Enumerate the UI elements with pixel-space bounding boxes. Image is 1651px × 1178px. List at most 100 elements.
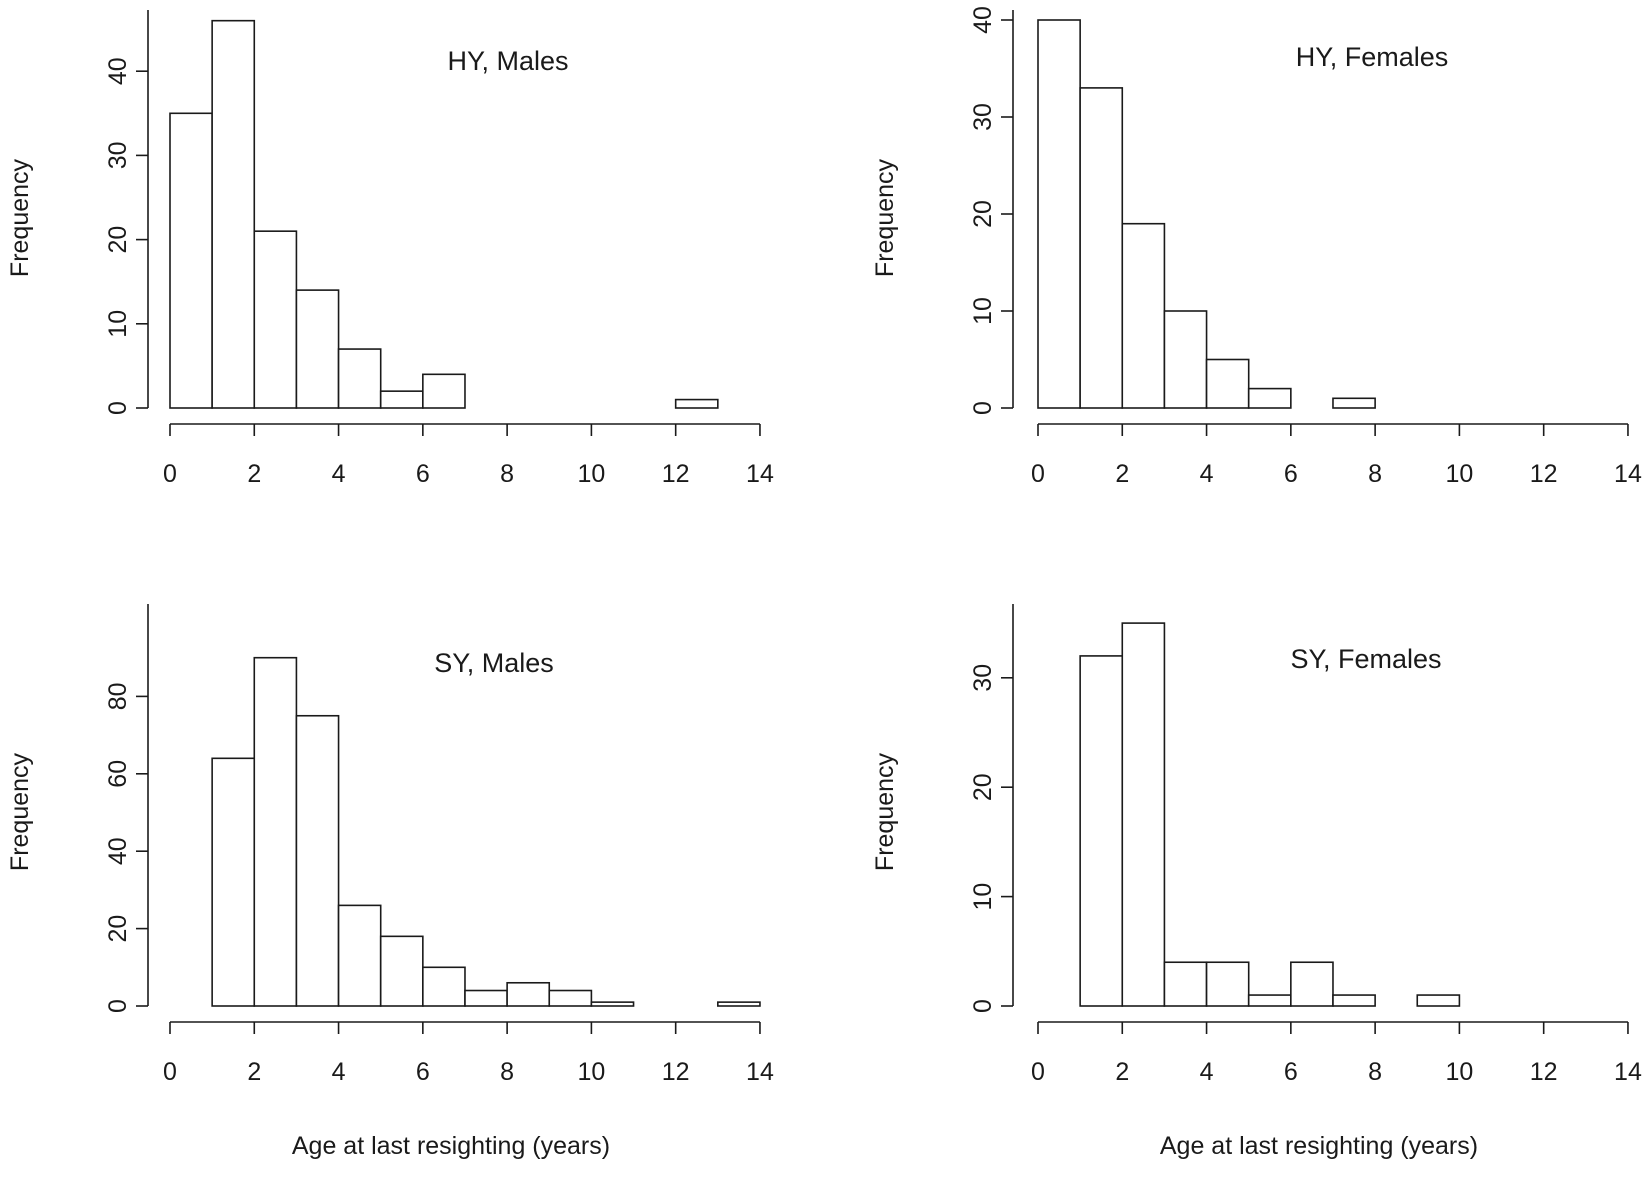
x-tick-label: 14 (1614, 1058, 1642, 1086)
panel-annotation: HY, Females (1296, 42, 1449, 72)
x-tick-label: 10 (1445, 1058, 1473, 1086)
x-tick-label: 10 (577, 460, 605, 488)
x-tick-label: 14 (746, 1058, 774, 1086)
bar (1205, 358, 1250, 409)
x-tick-label: 12 (662, 460, 690, 488)
panel-annotation: HY, Males (447, 46, 568, 76)
y-tick-label: 80 (104, 682, 132, 710)
bar (1163, 961, 1208, 1007)
x-tick-label: 4 (332, 1058, 346, 1086)
y-tick-label: 0 (104, 999, 132, 1013)
x-tick-label: 6 (416, 1058, 430, 1086)
x-tick-label: 4 (1200, 460, 1214, 488)
y-tick-label: 20 (104, 226, 132, 254)
panel-annotation: SY, Males (434, 648, 554, 678)
y-tick-label: 10 (969, 297, 997, 325)
x-tick-label: 2 (1115, 1058, 1129, 1086)
x-tick-label: 6 (416, 460, 430, 488)
bar (717, 1001, 761, 1007)
x-tick-label: 2 (247, 460, 261, 488)
bar (211, 757, 256, 1007)
bar (379, 935, 424, 1007)
x-tick-label: 12 (662, 1058, 690, 1086)
bar (464, 989, 508, 1007)
bar (1205, 961, 1250, 1007)
x-tick-label: 12 (1530, 1058, 1558, 1086)
y-axis-title: Frequency (6, 752, 34, 871)
bar (1247, 994, 1292, 1007)
bar (1416, 994, 1461, 1007)
bar (1121, 622, 1166, 1007)
y-tick-label: 60 (104, 760, 132, 788)
x-tick-label: 8 (500, 1058, 514, 1086)
x-tick-label: 14 (746, 460, 774, 488)
y-tick-label: 10 (969, 883, 997, 911)
bar (1247, 387, 1292, 409)
x-tick-label: 8 (1368, 460, 1382, 488)
y-tick-label: 0 (969, 401, 997, 415)
bar (422, 966, 466, 1007)
bar (1121, 222, 1166, 409)
x-tick-label: 2 (247, 1058, 261, 1086)
bar (253, 656, 298, 1007)
y-tick-label: 20 (969, 200, 997, 228)
y-axis-title: Frequency (6, 158, 34, 277)
bar (1079, 87, 1124, 409)
panel-hy-males: 0 10 20 30 40 0 2 4 6 8 10 12 14 Frequency HY, Males (6, 10, 774, 488)
x-tick-label: 0 (163, 460, 177, 488)
bar (422, 373, 466, 409)
y-tick-label: 40 (104, 57, 132, 85)
x-tick-label: 6 (1284, 1058, 1298, 1086)
bar (337, 904, 382, 1007)
y-tick-label: 40 (104, 837, 132, 865)
x-tick-label: 0 (1031, 460, 1045, 488)
x-tick-label: 6 (1284, 460, 1298, 488)
y-axis-title: Frequency (871, 158, 899, 277)
bar (1332, 397, 1376, 409)
bar (1163, 310, 1208, 409)
y-tick-label: 0 (969, 999, 997, 1013)
bar (590, 1001, 635, 1007)
y-tick-label: 20 (969, 773, 997, 801)
y-tick-label: 30 (969, 103, 997, 131)
x-tick-label: 12 (1530, 460, 1558, 488)
x-tick-label: 14 (1614, 460, 1642, 488)
x-tick-label: 2 (1115, 460, 1129, 488)
y-tick-label: 10 (104, 310, 132, 338)
x-tick-label: 0 (163, 1058, 177, 1086)
x-axis-title: Age at last resighting (years) (1160, 1132, 1478, 1160)
bar (674, 398, 719, 409)
bar (169, 112, 213, 409)
y-tick-label: 0 (104, 401, 132, 415)
y-axis-title: Frequency (871, 752, 899, 871)
y-tick-label: 40 (969, 6, 997, 34)
panel-hy-females: 0 10 20 30 40 0 2 4 6 8 10 12 14 Frequency HY, Females (871, 6, 1642, 488)
x-tick-label: 8 (1368, 1058, 1382, 1086)
y-tick-label: 30 (104, 141, 132, 169)
x-tick-label: 4 (1200, 1058, 1214, 1086)
bar (295, 289, 340, 409)
bar (1290, 961, 1334, 1007)
x-tick-label: 10 (577, 1058, 605, 1086)
panel-sy-males: 0 20 40 60 80 0 2 4 6 8 10 12 14 Frequency SY, Males Ag… (6, 604, 774, 1160)
bar (211, 19, 256, 409)
x-tick-label: 8 (500, 460, 514, 488)
bar (295, 714, 340, 1007)
panel-annotation: SY, Females (1290, 644, 1441, 674)
y-tick-label: 30 (969, 664, 997, 692)
bar (379, 390, 424, 409)
x-axis-title: Age at last resighting (years) (292, 1132, 610, 1160)
x-tick-label: 0 (1031, 1058, 1045, 1086)
bar (253, 230, 298, 409)
panel-sy-females: 0 10 20 30 0 2 4 6 8 10 12 14 Frequency SY, Females Ag… (871, 604, 1642, 1160)
bar (1332, 994, 1376, 1007)
bar (1037, 19, 1081, 409)
bar (1079, 655, 1124, 1007)
bar (337, 348, 382, 409)
bar (548, 989, 593, 1007)
x-tick-label: 4 (332, 460, 346, 488)
x-tick-label: 10 (1445, 460, 1473, 488)
y-tick-label: 20 (104, 915, 132, 943)
bar (506, 981, 551, 1007)
